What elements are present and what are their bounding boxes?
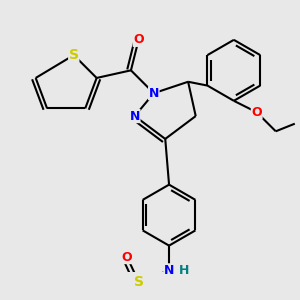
Text: S: S (134, 275, 144, 289)
Text: N: N (130, 110, 140, 123)
Text: O: O (251, 106, 262, 119)
Text: N: N (148, 87, 159, 100)
Text: S: S (69, 48, 79, 62)
Text: H: H (179, 264, 190, 277)
Text: O: O (133, 33, 144, 46)
Text: O: O (122, 250, 132, 263)
Text: N: N (164, 264, 174, 277)
